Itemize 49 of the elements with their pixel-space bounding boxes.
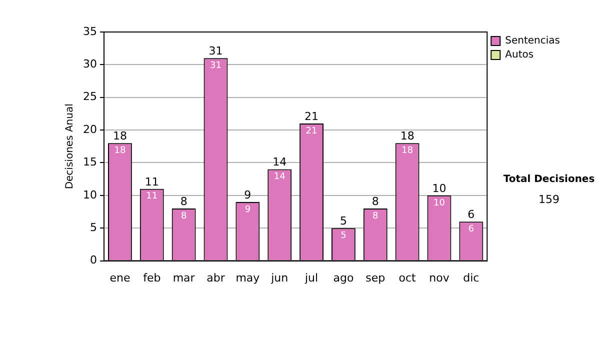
y-tick-label: 25 bbox=[82, 90, 97, 104]
total-label: 9 bbox=[244, 188, 252, 202]
x-tick-label: sep bbox=[366, 271, 386, 284]
y-tick-label: 15 bbox=[82, 156, 97, 169]
total-label: 6 bbox=[468, 208, 475, 221]
x-tick-label: mar bbox=[172, 271, 196, 284]
total-label: 8 bbox=[180, 194, 188, 208]
y-axis-title: Decisiones Anual bbox=[64, 104, 76, 190]
data-label: 18 bbox=[402, 146, 414, 156]
x-tick-label: abr bbox=[206, 271, 226, 284]
data-label: 8 bbox=[372, 211, 379, 222]
y-tick-label: 20 bbox=[82, 122, 97, 136]
total-label: 31 bbox=[208, 44, 223, 58]
data-label: 6 bbox=[468, 224, 474, 234]
total-label: 8 bbox=[372, 194, 379, 208]
y-tick-label: 35 bbox=[82, 24, 97, 38]
data-label: 21 bbox=[306, 126, 318, 136]
y-tick-label: 0 bbox=[90, 254, 97, 267]
x-tick-label: ene bbox=[110, 271, 130, 284]
x-tick-label: oct bbox=[398, 271, 417, 284]
x-tick-label: dic bbox=[463, 271, 480, 284]
data-label: 18 bbox=[114, 146, 126, 156]
data-label: 8 bbox=[180, 211, 187, 222]
data-label: 5 bbox=[340, 230, 346, 241]
x-tick-label: jul bbox=[304, 271, 318, 284]
total-label: 11 bbox=[144, 175, 159, 188]
text: Total Decisiones bbox=[502, 173, 596, 187]
data-label: 14 bbox=[274, 172, 286, 182]
y-tick-label: 10 bbox=[82, 188, 97, 202]
legend-label: Sentencias bbox=[505, 36, 560, 47]
total-label: 18 bbox=[400, 129, 414, 142]
x-tick-label: jun bbox=[270, 271, 288, 284]
total-label: 10 bbox=[432, 182, 446, 195]
x-tick-label: feb bbox=[143, 271, 161, 284]
x-tick-label: may bbox=[236, 271, 260, 284]
data-label: 9 bbox=[244, 204, 251, 215]
data-label: 10 bbox=[434, 198, 446, 208]
y-tick-label: 5 bbox=[90, 220, 97, 234]
y-tick-label: 30 bbox=[82, 58, 97, 71]
x-tick-label: nov bbox=[429, 271, 450, 284]
total-label: 14 bbox=[272, 156, 287, 169]
data-label: 31 bbox=[210, 60, 222, 71]
total-label: 21 bbox=[304, 110, 319, 123]
text: 159 bbox=[538, 192, 560, 208]
total-label: 18 bbox=[112, 129, 127, 142]
legend-label: Autos bbox=[505, 50, 534, 61]
total-label: 5 bbox=[340, 214, 347, 228]
data-label: 11 bbox=[146, 192, 158, 202]
x-tick-label: ago bbox=[333, 271, 354, 284]
